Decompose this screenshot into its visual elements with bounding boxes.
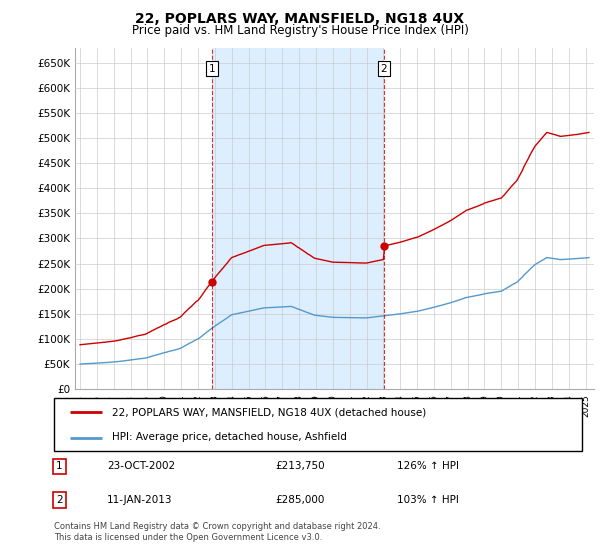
Text: 1: 1 — [56, 461, 62, 472]
Text: Contains HM Land Registry data © Crown copyright and database right 2024.: Contains HM Land Registry data © Crown c… — [54, 522, 380, 531]
Text: 22, POPLARS WAY, MANSFIELD, NG18 4UX: 22, POPLARS WAY, MANSFIELD, NG18 4UX — [136, 12, 464, 26]
Text: 126% ↑ HPI: 126% ↑ HPI — [397, 461, 459, 472]
FancyBboxPatch shape — [54, 398, 582, 451]
Text: 2: 2 — [56, 495, 62, 505]
Bar — [212, 48, 384, 389]
Text: 22, POPLARS WAY, MANSFIELD, NG18 4UX (detached house): 22, POPLARS WAY, MANSFIELD, NG18 4UX (de… — [112, 408, 427, 418]
Text: HPI: Average price, detached house, Ashfield: HPI: Average price, detached house, Ashf… — [112, 432, 347, 442]
Text: This data is licensed under the Open Government Licence v3.0.: This data is licensed under the Open Gov… — [54, 533, 322, 542]
Text: £213,750: £213,750 — [276, 461, 325, 472]
Text: Price paid vs. HM Land Registry's House Price Index (HPI): Price paid vs. HM Land Registry's House … — [131, 24, 469, 36]
Text: 103% ↑ HPI: 103% ↑ HPI — [397, 495, 459, 505]
Text: 11-JAN-2013: 11-JAN-2013 — [107, 495, 172, 505]
Text: 1: 1 — [208, 64, 215, 74]
Text: £285,000: £285,000 — [276, 495, 325, 505]
Text: 23-OCT-2002: 23-OCT-2002 — [107, 461, 175, 472]
Text: 2: 2 — [380, 64, 387, 74]
